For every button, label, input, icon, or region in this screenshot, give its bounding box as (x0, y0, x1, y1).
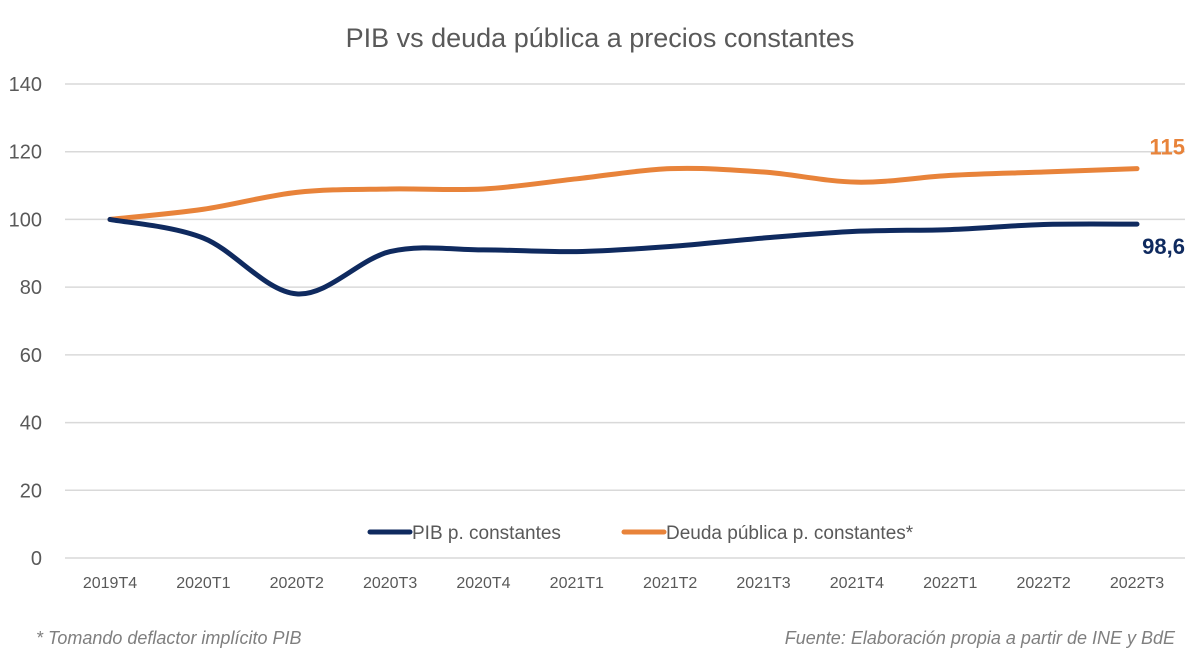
y-tick-label: 80 (20, 277, 42, 299)
series-line-deuda (107, 165, 1140, 222)
x-axis-ticks: 2019T4 2020T1 2020T2 2020T3 2020T4 2021T1 2021… (83, 575, 1164, 592)
y-tick-label: 20 (20, 480, 42, 502)
legend-label-pib: PIB p. constantes (412, 523, 561, 544)
end-label-pib: 98,6 (1142, 234, 1185, 259)
end-label-deuda: 115 (1150, 135, 1186, 160)
end-labels: 115 98,6 (1142, 135, 1185, 260)
x-tick-label: 2021T2 (643, 575, 697, 592)
y-tick-label: 140 (9, 74, 42, 96)
x-tick-label: 2020T3 (363, 575, 417, 592)
chart-title: PIB vs deuda pública a precios constante… (346, 23, 855, 53)
y-axis-ticks: 0 20 40 60 80 100 120 140 (9, 74, 42, 570)
legend-label-deuda: Deuda pública p. constantes* (666, 523, 914, 544)
x-tick-label: 2021T3 (736, 575, 790, 592)
x-tick-label: 2020T2 (270, 575, 324, 592)
y-tick-label: 120 (9, 142, 42, 164)
footnote: * Tomando deflactor implícito PIB (36, 628, 301, 648)
x-tick-label: 2021T1 (550, 575, 604, 592)
y-tick-label: 40 (20, 413, 42, 435)
legend: PIB p. constantes Deuda pública p. const… (367, 523, 914, 544)
y-tick-label: 100 (9, 209, 42, 231)
x-tick-label: 2022T2 (1017, 575, 1071, 592)
y-tick-label: 0 (31, 548, 42, 570)
x-tick-label: 2020T1 (176, 575, 230, 592)
x-tick-label: 2021T4 (830, 575, 884, 592)
x-tick-label: 2020T4 (456, 575, 510, 592)
source-note: Fuente: Elaboración propia a partir de I… (785, 628, 1176, 648)
y-tick-label: 60 (20, 345, 42, 367)
x-tick-label: 2019T4 (83, 575, 137, 592)
x-tick-label: 2022T3 (1110, 575, 1164, 592)
x-tick-label: 2022T1 (923, 575, 977, 592)
series-lines (107, 165, 1140, 297)
series-line-pib (107, 216, 1140, 297)
gridlines (65, 83, 1185, 559)
